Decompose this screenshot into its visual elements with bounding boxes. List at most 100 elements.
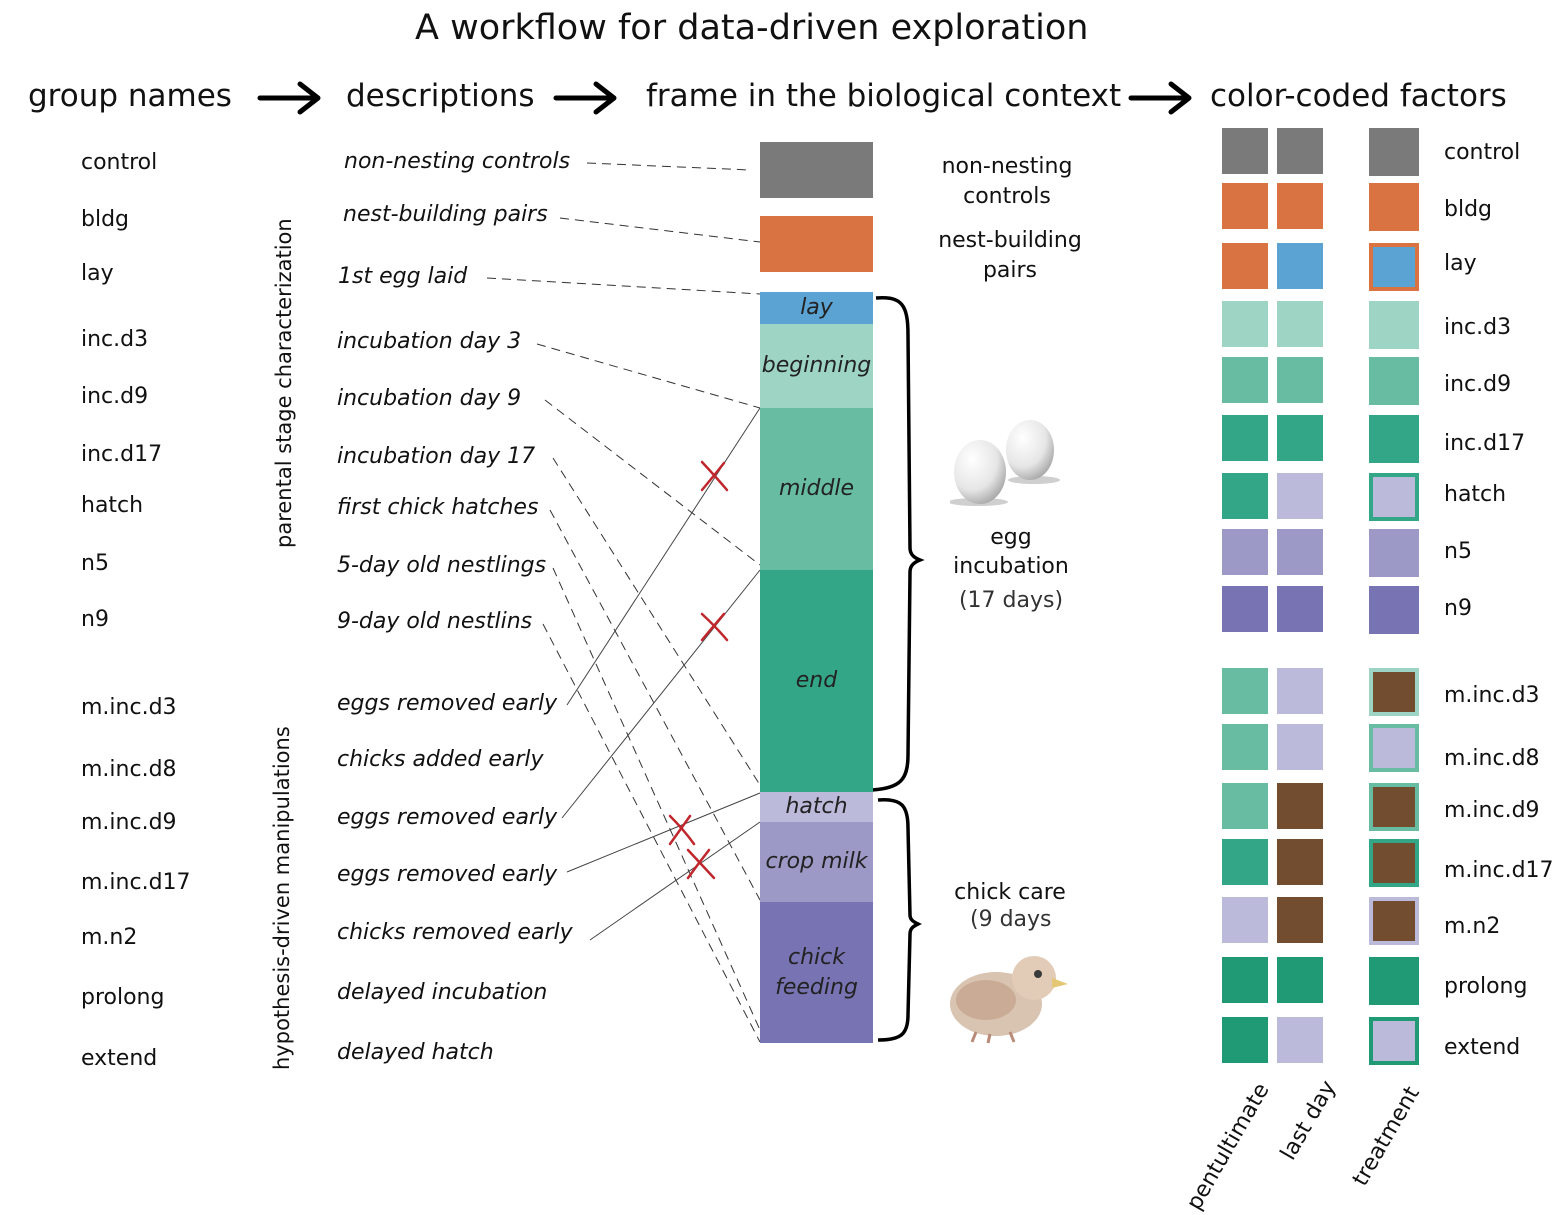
group-name-m-inc-d9: m.inc.d9 <box>81 810 177 835</box>
factor-label-m-inc-d3: m.inc.d3 <box>1444 683 1540 708</box>
group-name-inc-d3: inc.d3 <box>81 327 149 352</box>
swatch-last-day-inc-d17 <box>1277 415 1323 461</box>
swatch-treatment-n9 <box>1369 586 1419 634</box>
header-descriptions: descriptions <box>346 78 535 114</box>
brace-chick-care <box>877 797 922 1042</box>
dashed-connectors <box>486 162 761 1043</box>
description-n9: 9-day old nestlins <box>337 609 533 634</box>
swatch-last-day-hatch <box>1277 473 1323 519</box>
factor-label-m-inc-d17: m.inc.d17 <box>1444 858 1554 883</box>
description-m-inc-d9: eggs removed early <box>337 805 558 830</box>
swatch-pentultimate-control <box>1222 128 1268 174</box>
description-hatch: first chick hatches <box>337 495 539 520</box>
factor-label-prolong: prolong <box>1444 974 1528 999</box>
swatch-pentultimate-m-inc-d8 <box>1222 724 1268 770</box>
swatch-pentultimate-n5 <box>1222 529 1268 575</box>
swatch-pentultimate-m-n2 <box>1222 897 1268 943</box>
description-control: non-nesting controls <box>344 149 571 174</box>
swatch-last-day-inc-d9 <box>1277 357 1323 403</box>
swatch-last-day-inc-d3 <box>1277 301 1323 347</box>
swatch-pentultimate-m-inc-d9 <box>1222 783 1268 829</box>
swatch-last-day-n9 <box>1277 586 1323 632</box>
stage-lay: lay <box>760 292 873 324</box>
stage-middle: middle <box>760 408 873 570</box>
header-frame: frame in the biological context <box>646 78 1122 114</box>
eggs-image <box>950 416 1060 506</box>
factor-label-bldg: bldg <box>1444 197 1493 222</box>
factor-label-extend: extend <box>1444 1035 1521 1060</box>
factor-label-lay: lay <box>1444 251 1477 276</box>
swatch-treatment-extend <box>1369 1017 1419 1065</box>
context-label-chick-care-days: (9 days <box>970 907 1052 932</box>
swatch-last-day-bldg <box>1277 183 1323 229</box>
group-name-prolong: prolong <box>81 985 165 1010</box>
context-label-incubation: incubation <box>953 554 1069 579</box>
group-name-control: control <box>81 150 158 175</box>
header-group-names: group names <box>28 78 232 114</box>
chick-image <box>946 944 1074 1044</box>
factor-label-m-n2: m.n2 <box>1444 914 1501 939</box>
factor-label-inc-d17: inc.d17 <box>1444 431 1526 456</box>
group-name-inc-d17: inc.d17 <box>81 442 163 467</box>
context-label-incubation-days: (17 days) <box>958 588 1064 613</box>
swatch-last-day-prolong <box>1277 957 1323 1003</box>
swatch-treatment-m-inc-d3 <box>1369 668 1419 716</box>
factor-label-control: control <box>1444 140 1521 165</box>
swatch-pentultimate-lay <box>1222 243 1268 289</box>
swatch-pentultimate-prolong <box>1222 957 1268 1003</box>
description-inc-d3: incubation day 3 <box>337 329 522 354</box>
swatch-last-day-n5 <box>1277 529 1323 575</box>
factor-label-inc-d3: inc.d3 <box>1444 315 1512 340</box>
context-block-bldg <box>760 216 873 272</box>
group-name-n5: n5 <box>81 551 109 576</box>
context-label-building: nest-building pairs <box>938 228 1082 283</box>
swatch-last-day-m-inc-d17 <box>1277 839 1323 885</box>
group-name-m-inc-d3: m.inc.d3 <box>81 695 177 720</box>
swatch-last-day-m-n2 <box>1277 897 1323 943</box>
swatch-last-day-lay <box>1277 243 1323 289</box>
group-name-bldg: bldg <box>81 207 130 232</box>
swatch-last-day-m-inc-d8 <box>1277 724 1323 770</box>
swatch-last-day-extend <box>1277 1017 1323 1063</box>
group-name-m-n2: m.n2 <box>81 925 138 950</box>
factor-label-inc-d9: inc.d9 <box>1444 372 1512 397</box>
context-label-chick-care: chick care <box>954 880 1066 905</box>
swatch-pentultimate-n9 <box>1222 586 1268 632</box>
group-name-m-inc-d8: m.inc.d8 <box>81 757 177 782</box>
swatch-treatment-bldg <box>1369 183 1419 231</box>
stage-end: end <box>760 570 873 792</box>
group-name-inc-d9: inc.d9 <box>81 384 149 409</box>
header-factors: color-coded factors <box>1210 78 1507 114</box>
description-lay: 1st egg laid <box>338 264 468 289</box>
label-manipulations: hypothesis-driven manipulations <box>270 726 294 1070</box>
swatch-last-day-m-inc-d3 <box>1277 668 1323 714</box>
swatch-treatment-hatch <box>1369 473 1419 521</box>
description-prolong: delayed incubation <box>337 980 548 1005</box>
description-m-inc-d17: eggs removed early <box>337 862 558 887</box>
swatch-treatment-inc-d3 <box>1369 301 1419 349</box>
context-block-control <box>760 142 873 198</box>
brace-incubation <box>871 296 925 792</box>
header-arrows <box>257 81 1192 115</box>
diagram-title: A workflow for data-driven exploration <box>415 8 1089 48</box>
factor-label-n9: n9 <box>1444 596 1472 621</box>
swatch-pentultimate-extend <box>1222 1017 1268 1063</box>
swatch-treatment-n5 <box>1369 529 1419 577</box>
factor-label-m-inc-d9: m.inc.d9 <box>1444 798 1540 823</box>
swatch-treatment-m-n2 <box>1369 897 1419 945</box>
stage-crop-milk: crop milk <box>760 822 873 902</box>
swatch-treatment-inc-d9 <box>1369 357 1419 405</box>
group-name-n9: n9 <box>81 607 109 632</box>
description-m-inc-d8: chicks added early <box>337 747 544 772</box>
swatch-treatment-m-inc-d9 <box>1369 783 1419 831</box>
factor-label-n5: n5 <box>1444 539 1472 564</box>
description-extend: delayed hatch <box>337 1040 494 1065</box>
swatch-treatment-m-inc-d8 <box>1369 724 1419 772</box>
context-label-controls: non-nesting controls <box>941 154 1073 209</box>
group-name-hatch: hatch <box>81 493 144 518</box>
stage-chick-feeding: chick feeding <box>760 902 873 1043</box>
factor-label-hatch: hatch <box>1444 482 1507 507</box>
description-n5: 5-day old nestlings <box>337 553 547 578</box>
swatch-last-day-m-inc-d9 <box>1277 783 1323 829</box>
swatch-treatment-prolong <box>1369 957 1419 1005</box>
